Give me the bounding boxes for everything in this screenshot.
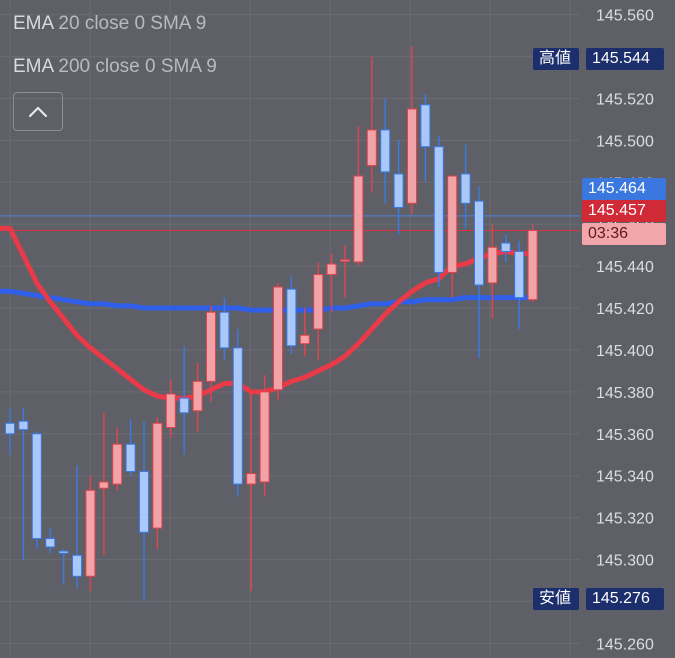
candle-up [353, 175, 364, 263]
candle-up [340, 259, 350, 262]
legend-ema20[interactable]: EMA 20 close 0 SMA 9 [13, 13, 206, 35]
candle-up [313, 274, 324, 330]
candle-down [232, 347, 243, 485]
candle-up [487, 246, 498, 284]
candle-down [286, 288, 297, 347]
candle-down [433, 146, 444, 273]
candle-up [165, 393, 176, 428]
ema200-line [0, 288, 536, 313]
candle-down [31, 433, 42, 540]
y-axis-tick-label: 145.300 [596, 553, 654, 570]
candle-down [125, 443, 136, 472]
legend-ema200[interactable]: EMA 200 close 0 SMA 9 [13, 56, 217, 78]
candle-up [206, 311, 216, 382]
collapse-legend-button[interactable] [13, 92, 63, 131]
high-label: 高値 [533, 48, 579, 70]
candle-up [447, 175, 458, 273]
candle-up [152, 422, 163, 529]
chevron-up-icon [28, 106, 48, 117]
candle-down [18, 420, 29, 431]
candle-down [500, 242, 511, 252]
candle-down [139, 470, 149, 533]
y-axis-tick-label: 145.420 [596, 301, 654, 318]
y-axis-tick-label: 145.340 [596, 469, 654, 486]
candle-up [246, 473, 257, 485]
candle-up [299, 334, 310, 345]
candle-up [112, 443, 123, 485]
candle-down [460, 173, 471, 204]
candle-down [393, 173, 404, 208]
candle-up [273, 286, 283, 391]
candle-up [98, 481, 109, 489]
high-value: 145.544 [586, 48, 664, 70]
legend-ema20-params: 20 close 0 SMA 9 [58, 13, 207, 34]
y-axis-tick-label: 145.440 [596, 259, 654, 276]
candle-down [72, 554, 82, 577]
y-axis-tick-label: 145.400 [596, 343, 654, 360]
y-axis-tick-label: 145.520 [596, 91, 654, 108]
low-label: 安値 [533, 588, 579, 610]
candle-up [85, 489, 96, 577]
y-axis-tick-label: 145.320 [596, 511, 654, 528]
legend-ema20-name: EMA [13, 13, 54, 34]
low-value: 145.276 [586, 588, 664, 610]
legend-ema200-name: EMA [13, 56, 54, 77]
candle-up [259, 391, 270, 483]
y-axis-tick-label: 145.380 [596, 385, 654, 402]
candle-down [420, 104, 431, 148]
candle-up [407, 108, 417, 204]
last-price-tag: 145.457 [582, 200, 666, 222]
candle-up [192, 380, 203, 412]
candle-up [527, 230, 538, 301]
candle-down [514, 250, 525, 299]
y-axis-tick-label: 145.560 [596, 8, 654, 25]
candle-down [219, 311, 230, 349]
candle-down [474, 200, 484, 286]
candle-down [45, 538, 56, 548]
candle-down [5, 422, 15, 435]
y-axis-tick-label: 145.360 [596, 427, 654, 444]
legend-ema200-params: 200 close 0 SMA 9 [58, 56, 217, 77]
ema-blue-price-tag: 145.464 [582, 178, 666, 200]
candle-up [326, 263, 337, 276]
y-axis-tick-label: 145.500 [596, 133, 654, 150]
y-axis-tick-label: 145.260 [596, 636, 654, 653]
countdown-tag: 03:36 [582, 223, 666, 245]
candle-down [380, 129, 391, 173]
candle-down [179, 397, 190, 414]
candle-down [58, 550, 69, 554]
candle-up [366, 129, 377, 167]
